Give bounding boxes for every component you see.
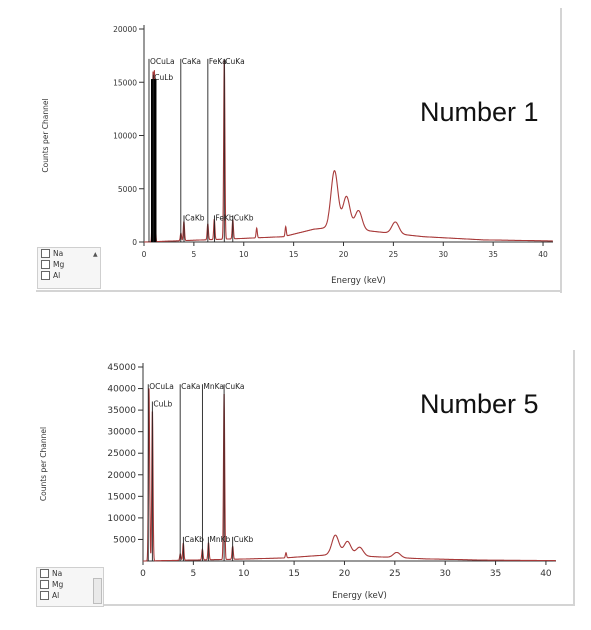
checkbox-na[interactable] [40, 569, 49, 578]
checkbox-na[interactable] [41, 249, 50, 258]
y-tick-label: 10000 [113, 132, 137, 141]
peak-label: CaKb [185, 213, 205, 222]
x-tick-label: 5 [190, 569, 196, 579]
legend-label-na: Na [52, 569, 63, 578]
legend-scrollbar[interactable] [93, 578, 102, 604]
legend-item-na[interactable]: Na [38, 248, 100, 259]
checkbox-al[interactable] [40, 591, 49, 600]
checkbox-al[interactable] [41, 271, 50, 280]
x-axis-label: Energy (keV) [332, 591, 387, 601]
peak-label: FeKb [215, 213, 233, 222]
peak-label: CuKb [234, 535, 254, 544]
y-tick-label: 15000 [113, 78, 137, 87]
peak-label: CuKa [225, 382, 244, 391]
peak-label: MnKa [203, 382, 224, 391]
legend-item-al[interactable]: Al [38, 270, 100, 281]
panel-border-right [573, 350, 575, 606]
x-tick-label: 0 [142, 250, 147, 259]
x-tick-label: 25 [389, 569, 400, 579]
x-axis-label: Energy (keV) [331, 276, 386, 286]
legend-label-al: Al [52, 591, 60, 600]
y-tick-label: 0 [132, 238, 137, 247]
y-axis-label: Counts per Channel [41, 98, 50, 172]
y-tick-label: 45000 [107, 363, 136, 373]
x-tick-label: 5 [191, 250, 196, 259]
peak-label: CaKa [181, 382, 200, 391]
x-tick-label: 10 [238, 569, 250, 579]
y-tick-label: 35000 [107, 406, 136, 416]
checkbox-mg[interactable] [40, 580, 49, 589]
y-tick-label: 5000 [113, 535, 136, 545]
panel-border-bottom [36, 604, 574, 606]
legend-label-na: Na [53, 249, 64, 258]
y-tick-label: 20000 [107, 471, 136, 481]
y-tick-label: 10000 [107, 514, 136, 524]
peak-label: CaKb [184, 535, 204, 544]
x-tick-label: 20 [339, 569, 351, 579]
peak-label: OCuLa [150, 57, 175, 66]
peak-label: CuLb [153, 399, 172, 408]
peak-label: CuKa [225, 57, 244, 66]
legend-label-mg: Mg [52, 580, 64, 589]
legend-item-na[interactable]: Na [37, 568, 103, 579]
sample-label-5: Number 5 [420, 389, 539, 419]
element-legend-5: Na Mg Al [36, 567, 104, 607]
peak-label: CuLb [154, 73, 173, 82]
x-tick-label: 35 [490, 569, 501, 579]
scroll-up-icon[interactable]: ▲ [93, 251, 98, 258]
legend-label-al: Al [53, 271, 61, 280]
x-tick-label: 15 [289, 250, 299, 259]
x-tick-label: 10 [239, 250, 249, 259]
legend-item-al[interactable]: Al [37, 590, 103, 601]
x-tick-label: 35 [488, 250, 498, 259]
x-tick-label: 20 [339, 250, 349, 259]
peak-label: MnKb [209, 535, 230, 544]
spectrum-line [143, 388, 556, 562]
y-tick-label: 25000 [107, 449, 136, 459]
filled-peak [152, 79, 157, 243]
peak-label: OCuLa [149, 382, 174, 391]
panel-border-bottom [36, 290, 561, 292]
peak-label: CaKa [182, 57, 201, 66]
legend-label-mg: Mg [53, 260, 65, 269]
x-tick-label: 15 [288, 569, 299, 579]
spectrum-chart-5: 0 5 10 15 20 25 30 35 40 5000 10000 15000 20000 25000… [39, 363, 556, 601]
y-tick-label: 30000 [107, 428, 136, 438]
y-axis-label: Counts per Channel [39, 427, 48, 501]
spectrum-panel-1: 0 5 10 15 20 25 30 35 40 0 5000 10000 15000 20000 Ener… [0, 0, 591, 300]
y-tick-label: 5000 [118, 185, 137, 194]
legend-item-mg[interactable]: Mg [37, 579, 103, 590]
spectrum-line [144, 60, 553, 243]
checkbox-mg[interactable] [41, 260, 50, 269]
x-tick-label: 30 [438, 250, 448, 259]
x-tick-label: 25 [389, 250, 399, 259]
legend-item-mg[interactable]: Mg [38, 259, 100, 270]
panel-border-right [560, 8, 562, 293]
peak-label: FeKa [209, 57, 227, 66]
x-tick-label: 40 [538, 250, 548, 259]
x-tick-label: 0 [140, 569, 146, 579]
x-tick-label: 30 [439, 569, 451, 579]
sample-label-1: Number 1 [420, 97, 539, 127]
x-tick-label: 40 [540, 569, 552, 579]
spectrum-chart-1: 0 5 10 15 20 25 30 35 40 0 5000 10000 15000 20000 Ener… [41, 25, 553, 286]
peak-label: CuKb [234, 213, 254, 222]
spectrum-panel-5: 0 5 10 15 20 25 30 35 40 5000 10000 15000 20000 25000… [0, 348, 591, 630]
y-tick-label: 40000 [107, 385, 136, 395]
y-tick-label: 15000 [107, 492, 136, 502]
y-tick-label: 20000 [113, 25, 137, 34]
element-legend-1: Na Mg Al ▲ [37, 247, 101, 289]
